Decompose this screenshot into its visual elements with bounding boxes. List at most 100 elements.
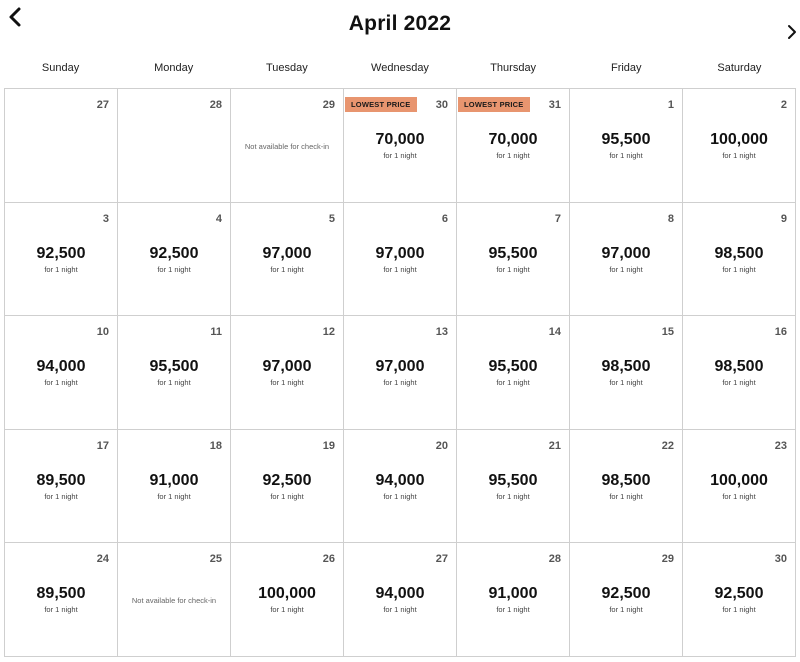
day-number: 10 — [96, 326, 109, 339]
day-number: 29 — [661, 553, 674, 566]
calendar-day-cell[interactable]: 19 92,500 for 1 night — [231, 429, 344, 544]
calendar-day-cell[interactable]: 10 94,000 for 1 night — [5, 316, 118, 430]
night-price: 95,500 — [488, 471, 538, 489]
day-number: 16 — [774, 326, 787, 339]
weekday-label: Saturday — [717, 62, 762, 74]
night-price: 97,000 — [601, 244, 651, 262]
night-price: 97,000 — [375, 358, 425, 376]
day-number: 28 — [548, 553, 561, 566]
night-price: 100,000 — [710, 471, 768, 489]
calendar-day-cell[interactable]: 1 95,500 for 1 night — [570, 89, 683, 203]
day-number: 12 — [322, 326, 335, 339]
day-number: 18 — [209, 439, 222, 452]
day-number: 6 — [441, 212, 448, 225]
night-price: 98,500 — [714, 244, 764, 262]
month-title: April 2022 — [348, 12, 452, 35]
nights-label: for 1 night — [609, 378, 643, 388]
calendar-day-cell[interactable]: 27 — [5, 89, 118, 203]
nights-label: for 1 night — [44, 378, 78, 388]
nights-label: for 1 night — [609, 264, 643, 274]
calendar-day-cell[interactable]: LOWEST PRICE 30 70,000 for 1 night — [344, 89, 457, 203]
nights-label: for 1 night — [270, 605, 304, 615]
weekday-label: Thursday — [490, 62, 537, 74]
calendar-day-cell[interactable]: 22 98,500 for 1 night — [570, 429, 683, 544]
unavailable-note: Not available for check-in — [131, 596, 217, 606]
chevron-left-icon — [9, 7, 21, 27]
nights-label: for 1 night — [270, 264, 304, 274]
calendar-day-cell[interactable]: 28 — [118, 89, 231, 203]
night-price: 92,500 — [262, 471, 312, 489]
unavailable-note: Not available for check-in — [244, 142, 330, 151]
weekday-label: Tuesday — [265, 62, 308, 74]
nights-label: for 1 night — [270, 491, 304, 501]
nights-label: for 1 night — [383, 378, 417, 388]
calendar-day-cell[interactable]: 13 97,000 for 1 night — [344, 316, 457, 430]
next-month-button[interactable] — [786, 24, 798, 40]
nights-label: for 1 night — [722, 491, 756, 501]
night-price: 98,500 — [714, 358, 764, 376]
calendar-day-cell[interactable]: 24 89,500 for 1 night — [5, 543, 118, 657]
night-price: 95,500 — [149, 358, 199, 376]
calendar-day-cell[interactable]: 20 94,000 for 1 night — [344, 429, 457, 544]
night-price: 97,000 — [262, 358, 312, 376]
calendar-day-cell[interactable]: 5 97,000 for 1 night — [231, 202, 344, 317]
day-number: 27 — [435, 553, 448, 566]
nights-label: for 1 night — [44, 605, 78, 615]
calendar-day-cell[interactable]: 9 98,500 for 1 night — [683, 202, 796, 317]
calendar-day-cell[interactable]: 3 92,500 for 1 night — [5, 202, 118, 317]
nights-label: for 1 night — [383, 605, 417, 615]
calendar-day-cell[interactable]: 27 94,000 for 1 night — [344, 543, 457, 657]
day-number: 31 — [548, 99, 561, 111]
lowest-price-badge: LOWEST PRICE — [458, 97, 530, 112]
night-price: 92,500 — [714, 585, 764, 603]
day-number: 29 — [322, 99, 335, 111]
calendar-day-cell[interactable]: 7 95,500 for 1 night — [457, 202, 570, 317]
calendar-day-cell[interactable]: 12 97,000 for 1 night — [231, 316, 344, 430]
night-price: 92,500 — [36, 244, 86, 262]
day-number: 14 — [548, 326, 561, 339]
calendar-day-cell[interactable]: 17 89,500 for 1 night — [5, 429, 118, 544]
nights-label: for 1 night — [496, 378, 530, 388]
calendar-day-cell[interactable]: LOWEST PRICE 31 70,000 for 1 night — [457, 89, 570, 203]
nights-label: for 1 night — [496, 264, 530, 274]
calendar-day-cell[interactable]: 8 97,000 for 1 night — [570, 202, 683, 317]
calendar-day-cell[interactable]: 4 92,500 for 1 night — [118, 202, 231, 317]
calendar-day-cell[interactable]: 14 95,500 for 1 night — [457, 316, 570, 430]
nights-label: for 1 night — [496, 151, 530, 160]
day-number: 21 — [548, 439, 561, 452]
nights-label: for 1 night — [383, 151, 417, 160]
calendar-day-cell[interactable]: 15 98,500 for 1 night — [570, 316, 683, 430]
day-number: 7 — [554, 212, 561, 225]
night-price: 91,000 — [149, 471, 199, 489]
nights-label: for 1 night — [722, 264, 756, 274]
calendar-day-cell[interactable]: 2 100,000 for 1 night — [683, 89, 796, 203]
calendar-day-cell[interactable]: 26 100,000 for 1 night — [231, 543, 344, 657]
day-number: 26 — [322, 553, 335, 566]
day-number: 9 — [780, 212, 787, 225]
calendar-day-cell[interactable]: 11 95,500 for 1 night — [118, 316, 231, 430]
calendar-day-cell[interactable]: 30 92,500 for 1 night — [683, 543, 796, 657]
day-number: 8 — [667, 212, 674, 225]
calendar-day-cell[interactable]: 18 91,000 for 1 night — [118, 429, 231, 544]
calendar-day-cell[interactable]: 6 97,000 for 1 night — [344, 202, 457, 317]
calendar-day-cell[interactable]: 21 95,500 for 1 night — [457, 429, 570, 544]
night-price: 92,500 — [601, 585, 651, 603]
nights-label: for 1 night — [270, 378, 304, 388]
nights-label: for 1 night — [722, 151, 756, 160]
calendar-day-cell[interactable]: 28 91,000 for 1 night — [457, 543, 570, 657]
night-price: 91,000 — [488, 585, 538, 603]
night-price: 98,500 — [601, 358, 651, 376]
night-price: 94,000 — [375, 471, 425, 489]
prev-month-button[interactable] — [4, 6, 26, 28]
calendar-day-cell[interactable]: 23 100,000 for 1 night — [683, 429, 796, 544]
day-number: 15 — [661, 326, 674, 339]
night-price: 89,500 — [36, 471, 86, 489]
night-price: 97,000 — [375, 244, 425, 262]
day-number: 13 — [435, 326, 448, 339]
calendar-day-cell: 25 Not available for check-in — [118, 543, 231, 657]
calendar-day-cell[interactable]: 29 92,500 for 1 night — [570, 543, 683, 657]
nights-label: for 1 night — [44, 491, 78, 501]
nights-label: for 1 night — [609, 605, 643, 615]
calendar-day-cell[interactable]: 16 98,500 for 1 night — [683, 316, 796, 430]
day-number: 2 — [780, 99, 787, 111]
